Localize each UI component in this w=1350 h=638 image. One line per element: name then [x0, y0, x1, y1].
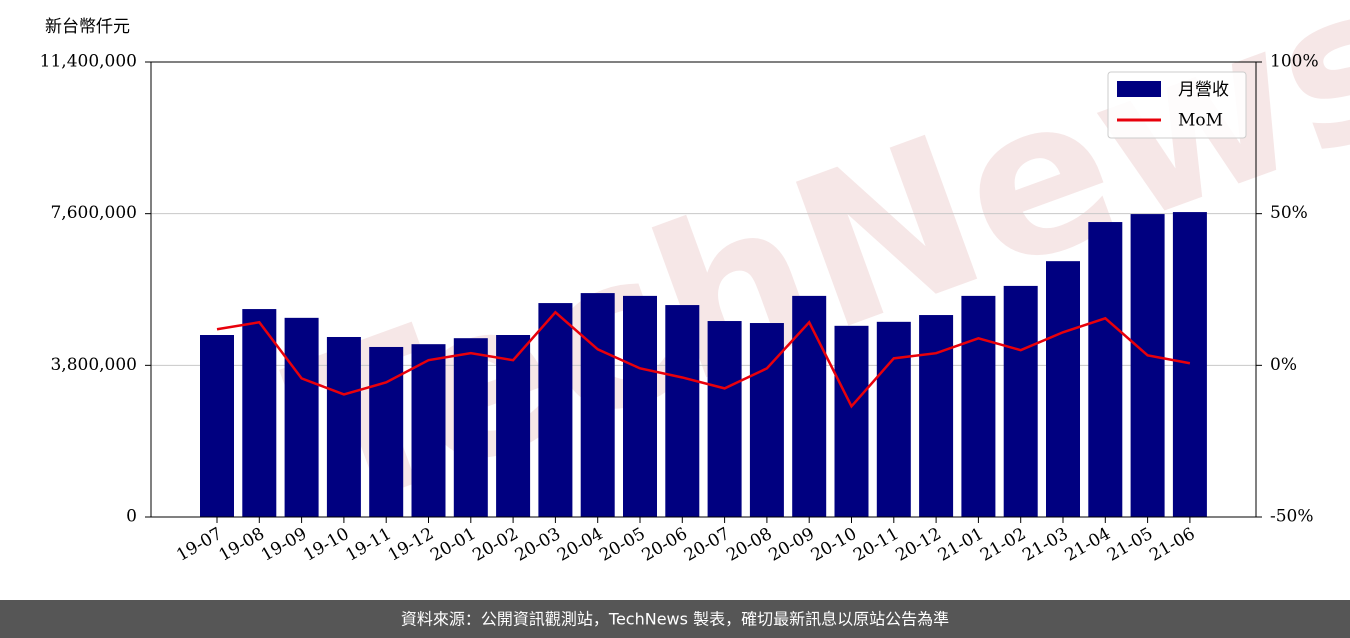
x-tick-label: 20-02	[469, 524, 521, 566]
x-tick-label: 19-08	[216, 524, 268, 566]
x-tick-label: 19-10	[300, 524, 352, 566]
line	[216, 310, 1191, 409]
y2-tick-label: 100%	[1270, 52, 1319, 72]
bar	[411, 344, 446, 517]
bar	[919, 315, 954, 517]
legend-label: MoM	[1178, 111, 1223, 131]
bar	[707, 321, 742, 517]
bar	[580, 293, 615, 517]
x-tick-label: 20-03	[512, 524, 564, 566]
bar	[242, 309, 277, 517]
bar	[200, 335, 234, 517]
x-tick-label: 21-03	[1019, 524, 1071, 566]
y-tick-label: 0	[126, 507, 137, 527]
bar	[834, 325, 869, 517]
bar	[284, 317, 319, 517]
y-tick-label: 7,600,000	[50, 203, 137, 223]
x-tick-label: 21-06	[1146, 524, 1198, 566]
bar	[1046, 261, 1080, 517]
y2-tick-label: -50%	[1270, 507, 1314, 527]
x-tick-label: 20-08	[723, 524, 775, 566]
bar	[1003, 285, 1038, 517]
x-tick-label: 19-09	[258, 524, 310, 566]
bar	[876, 321, 911, 517]
x-tick-label: 19-07	[173, 524, 225, 566]
x-tick-label: 20-01	[427, 524, 479, 566]
x-tick-label: 20-09	[766, 524, 818, 566]
bar	[453, 338, 488, 517]
y-tick-label: 3,800,000	[50, 355, 137, 375]
source-note: 資料來源：公開資訊觀測站，TechNews 製表，確切最新訊息以原站公告為準	[401, 610, 949, 629]
bar	[792, 295, 827, 517]
x-tick-label: 20-06	[639, 524, 691, 566]
footer-bar	[0, 600, 1350, 638]
bar	[538, 303, 573, 517]
y2-tick-label: 50%	[1270, 203, 1308, 223]
bar	[1088, 222, 1123, 517]
bar	[961, 295, 996, 517]
footer: 資料來源：公開資訊觀測站，TechNews 製表，確切最新訊息以原站公告為準	[0, 600, 1350, 638]
legend-label: 月營收	[1178, 80, 1229, 100]
x-tick-label: 21-05	[1104, 524, 1156, 566]
bar	[665, 305, 700, 517]
x-tick-label: 20-10	[808, 524, 860, 566]
bar	[369, 346, 404, 517]
x-tick-label: 21-02	[977, 524, 1029, 566]
legend-swatch	[1117, 81, 1161, 97]
bar	[1130, 214, 1165, 517]
bar	[496, 335, 531, 517]
x-tick-label: 21-04	[1062, 524, 1114, 566]
y2-tick-label: 0%	[1270, 355, 1297, 375]
y-tick-label: 11,400,000	[40, 52, 137, 72]
bar	[1172, 212, 1207, 517]
bar	[326, 336, 361, 517]
y-axis-label: 新台幣仟元	[45, 17, 130, 37]
x-tick-label: 20-11	[850, 524, 902, 566]
x-tick-label: 20-04	[554, 524, 606, 566]
x-tick-label: 20-05	[596, 524, 648, 566]
x-tick-label: 20-12	[892, 524, 944, 566]
x-tick-label: 20-07	[681, 524, 733, 566]
bar	[623, 295, 657, 517]
bar	[749, 323, 784, 517]
plot: 0 3,800,000 7,600,000 11,400,000 -50% 0% 50% 10…	[40, 52, 1319, 566]
plot-frame	[150, 61, 1257, 518]
legend: 月營收 MoM	[1107, 71, 1247, 139]
x-tick-label: 21-01	[935, 524, 987, 566]
